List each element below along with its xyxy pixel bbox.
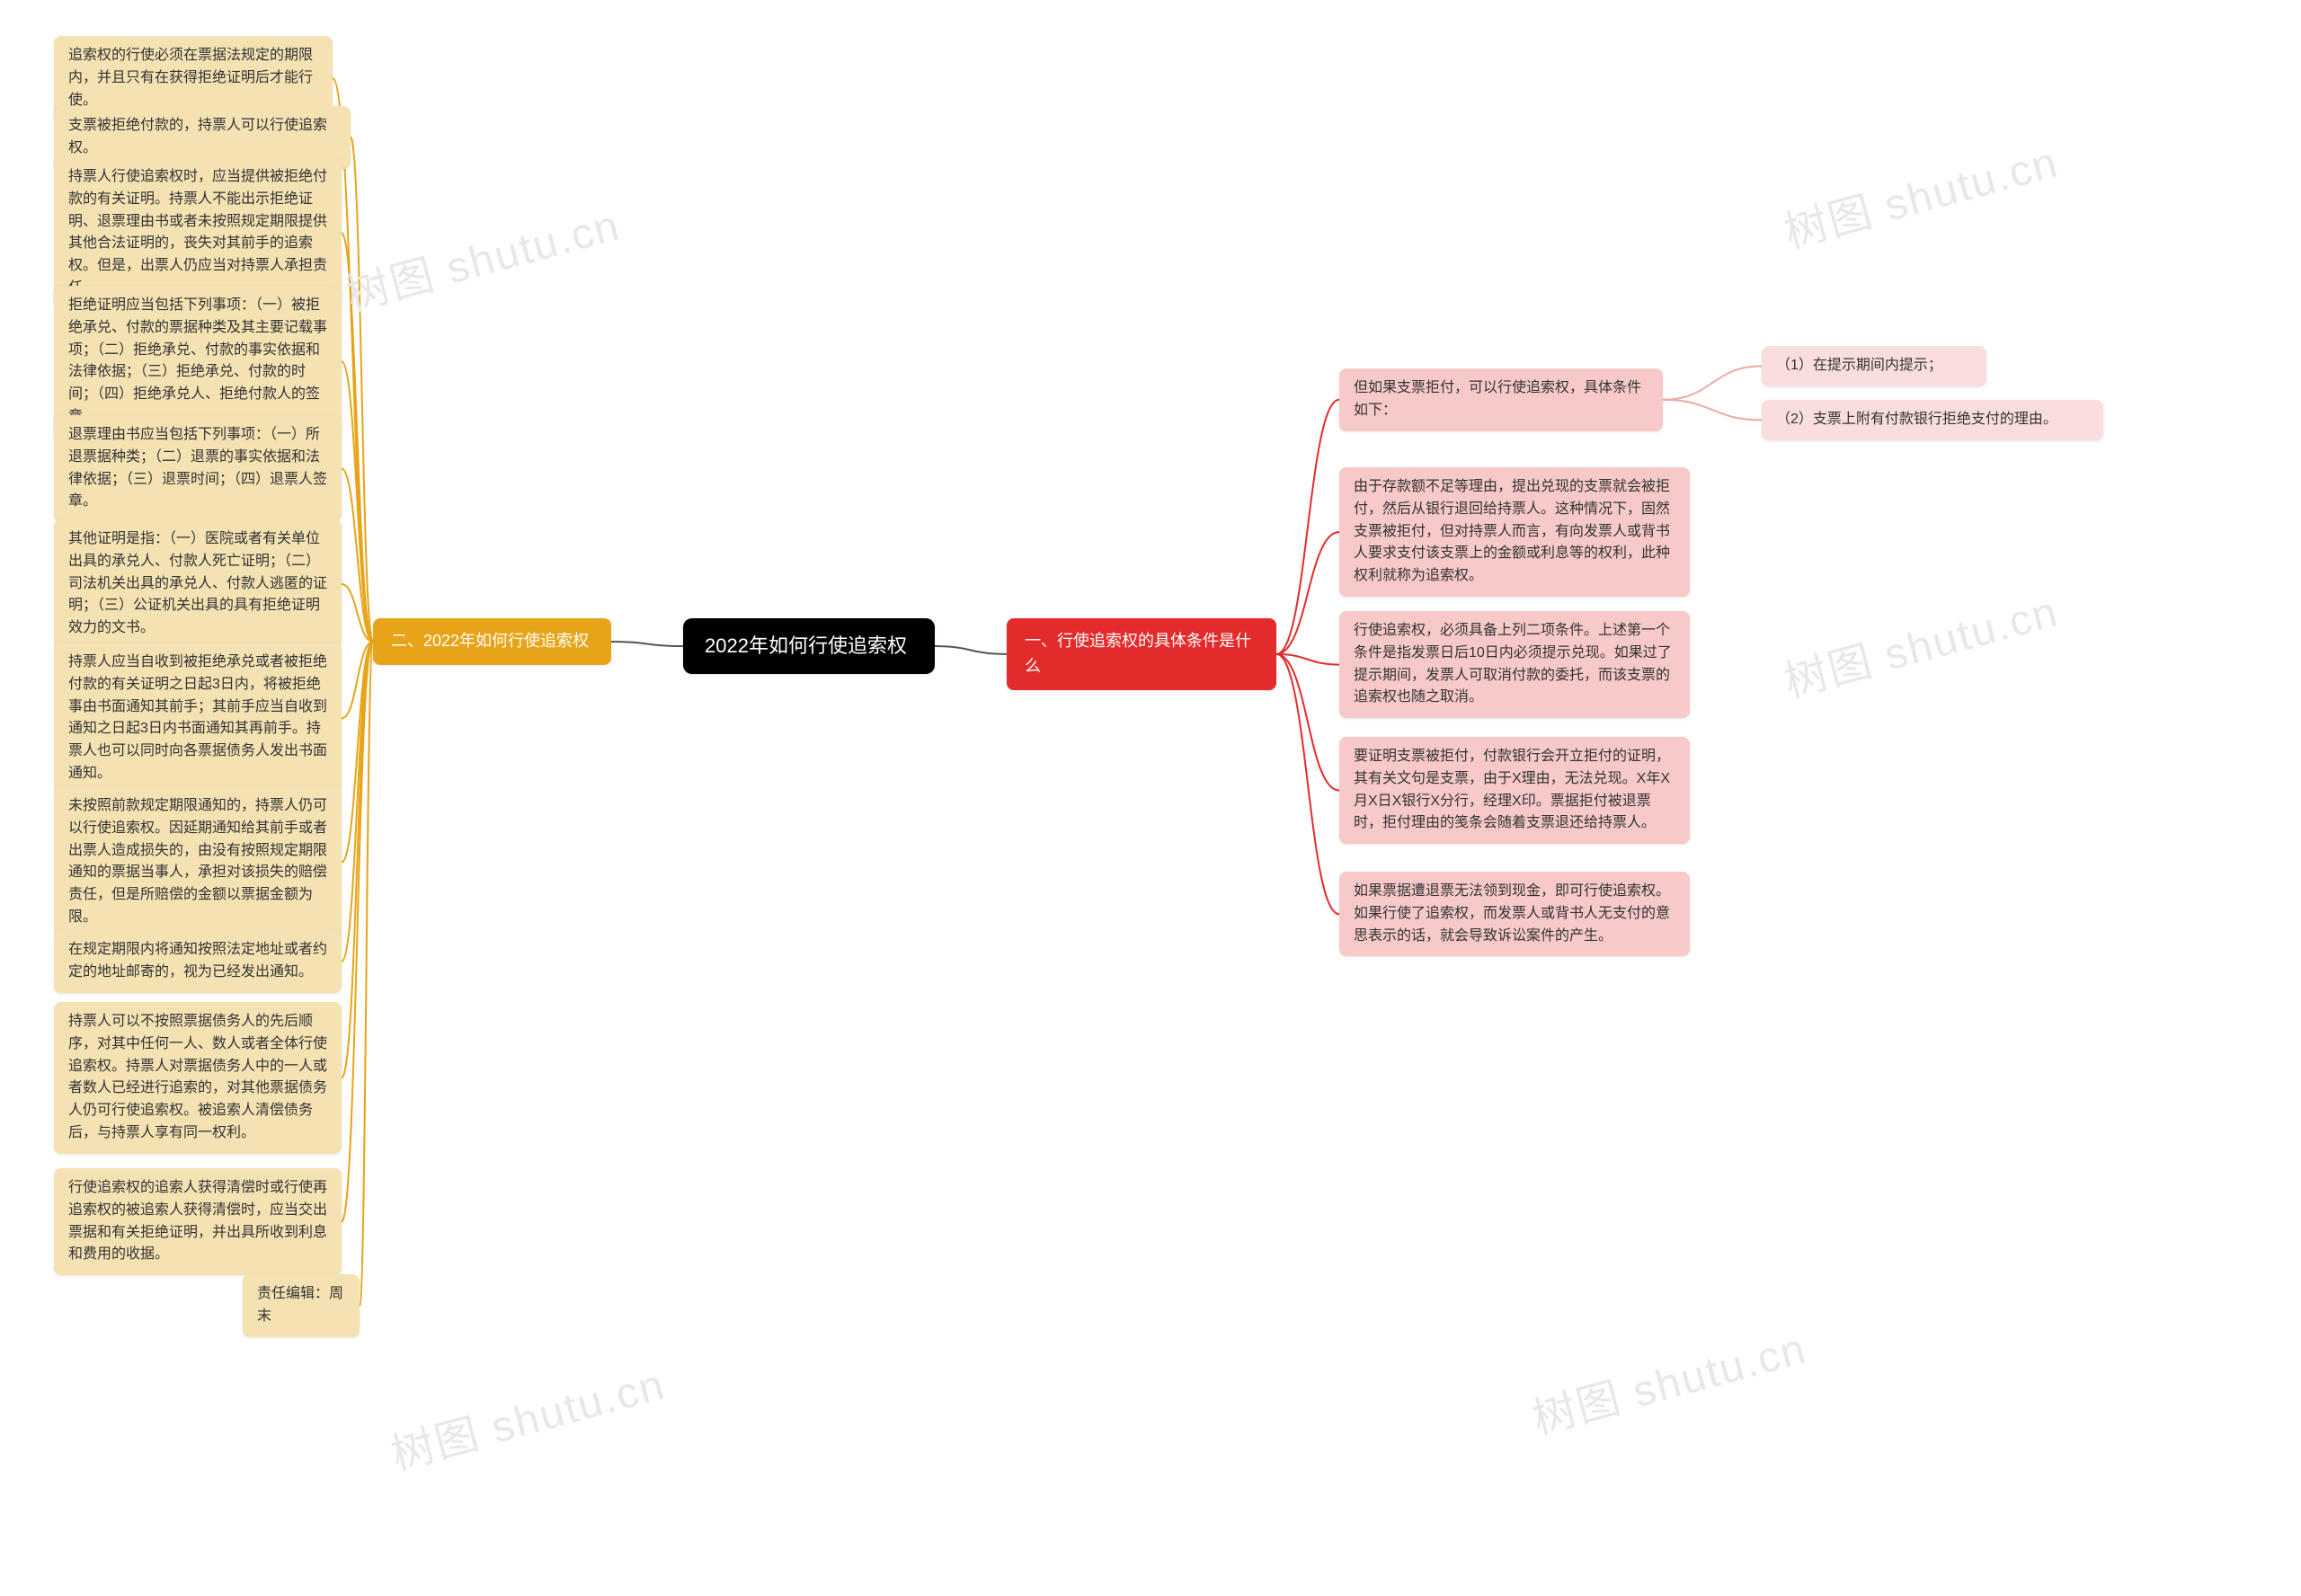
right-l3-node: （2）支票上附有付款银行拒绝支付的理由。 — [1762, 400, 2103, 440]
left-l2-node: 责任编辑：周末 — [243, 1274, 360, 1337]
right-branch-title: 一、行使追索权的具体条件是什么 — [1007, 618, 1276, 690]
watermark: 树图 shutu.cn — [1524, 1313, 1812, 1447]
right-l2-node: 但如果支票拒付，可以行使追索权，具体条件如下： — [1339, 368, 1663, 431]
left-l2-node: 行使追索权的追索人获得清偿时或行使再追索权的被追索人获得清偿时，应当交出票据和有… — [54, 1168, 342, 1275]
left-l2-node: 在规定期限内将通知按照法定地址或者约定的地址邮寄的，视为已经发出通知。 — [54, 930, 342, 993]
right-l2-node: 由于存款额不足等理由，提出兑现的支票就会被拒付，然后从银行退回给持票人。这种情况… — [1339, 467, 1690, 597]
watermark: 树图 shutu.cn — [1776, 127, 2064, 261]
left-l2-node: 退票理由书应当包括下列事项：（一）所退票据种类；（二）退票的事实依据和法律依据；… — [54, 415, 342, 522]
left-l2-node: 未按照前款规定期限通知的，持票人仍可以行使追索权。因延期通知给其前手或者出票人造… — [54, 786, 342, 938]
left-branch-title: 二、2022年如何行使追索权 — [373, 618, 611, 665]
connector-layer — [0, 0, 2301, 1596]
watermark: 树图 shutu.cn — [338, 190, 626, 324]
watermark: 树图 shutu.cn — [1776, 576, 2064, 710]
left-l2-node: 持票人可以不按照票据债务人的先后顺序，对其中任何一人、数人或者全体行使追索权。持… — [54, 1002, 342, 1154]
right-l2-node: 要证明支票被拒付，付款银行会开立拒付的证明，其有关文句是支票，由于X理由，无法兑… — [1339, 737, 1690, 844]
watermark: 树图 shutu.cn — [383, 1349, 671, 1483]
right-l2-node: 行使追索权，必须具备上列二项条件。上述第一个条件是指发票日后10日内必须提示兑现… — [1339, 611, 1690, 718]
right-l2-node: 如果票据遭退票无法领到现金，即可行使追索权。如果行使了追索权，而发票人或背书人无… — [1339, 872, 1690, 956]
right-l3-node: （1）在提示期间内提示； — [1762, 346, 1986, 386]
center-node: 2022年如何行使追索权 — [683, 618, 935, 674]
left-l2-node: 其他证明是指：（一）医院或者有关单位出具的承兑人、付款人死亡证明；（二）司法机关… — [54, 519, 342, 649]
left-l2-node: 持票人应当自收到被拒绝承兑或者被拒绝付款的有关证明之日起3日内，将被拒绝事由书面… — [54, 643, 342, 794]
